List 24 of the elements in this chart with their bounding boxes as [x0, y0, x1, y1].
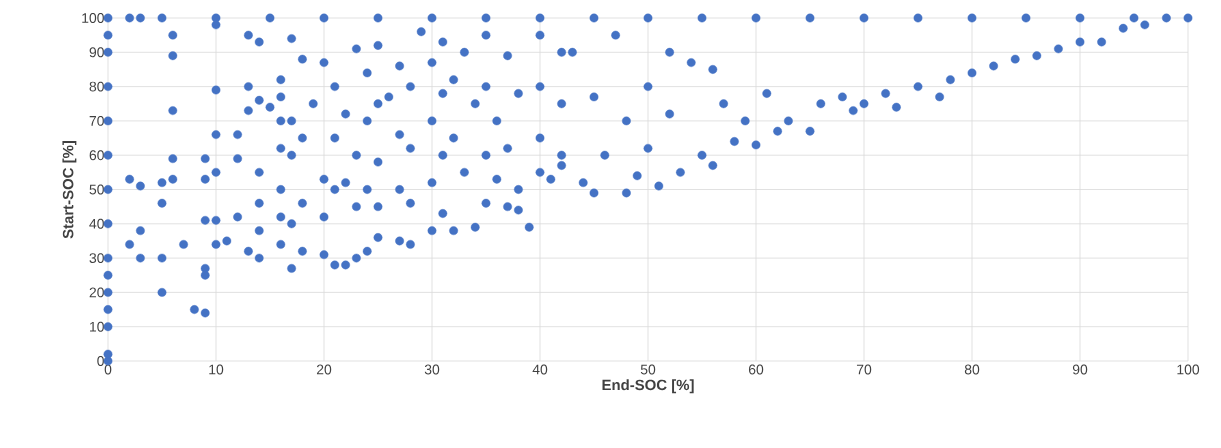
y-tick-label: 90: [89, 47, 104, 58]
y-tick-label: 60: [89, 150, 104, 161]
x-tick-label: 100: [1177, 364, 1200, 375]
y-tick-label: 50: [89, 184, 104, 195]
y-tick-label: 10: [90, 321, 104, 332]
y-tick-label: 20: [89, 287, 104, 298]
y-tick-label: 0: [97, 356, 104, 366]
y-tick-label: 100: [82, 13, 104, 23]
y-tick-label: 30: [89, 253, 104, 264]
x-tick-label: 40: [532, 364, 548, 375]
y-axis-title: Start-SOC [%]: [62, 140, 77, 239]
x-tick-label: 90: [1072, 364, 1088, 375]
x-axis-title: End-SOC [%]: [602, 379, 694, 394]
x-tick-label: 70: [856, 364, 872, 375]
x-tick-label: 10: [209, 364, 224, 375]
y-tick-label: 80: [89, 81, 104, 92]
x-tick-label: 20: [316, 364, 332, 375]
x-tick-label: 0: [104, 364, 112, 375]
x-tick-label: 30: [424, 364, 440, 375]
y-tick-label: 40: [89, 218, 104, 229]
x-tick-label: 80: [964, 364, 980, 375]
x-tick-label: 60: [748, 364, 764, 375]
y-tick-label: 70: [89, 115, 104, 126]
x-tick-label: 50: [640, 364, 656, 375]
